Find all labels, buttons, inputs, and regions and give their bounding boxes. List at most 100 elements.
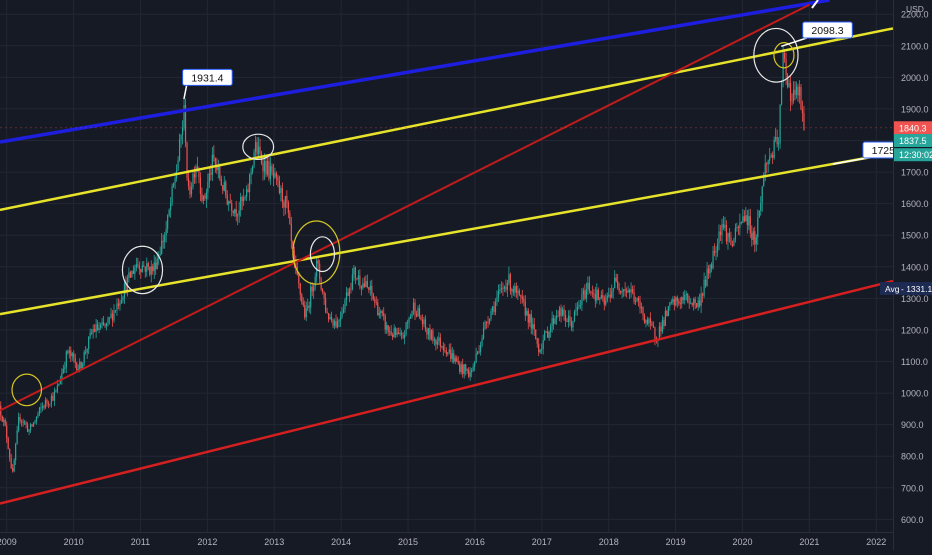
candle-body: [217, 166, 219, 171]
candle-body: [505, 286, 507, 290]
candle-body: [448, 349, 450, 353]
candle-body: [73, 353, 75, 359]
candle-body: [37, 413, 39, 417]
callout-pointer-offscreen: [811, 0, 819, 9]
candle-body: [86, 348, 88, 353]
candle-body: [170, 203, 172, 210]
candle-body: [111, 313, 114, 321]
candle-body: [85, 351, 87, 353]
candle-body: [739, 222, 741, 229]
candle-body: [384, 316, 386, 330]
candle-body: [380, 311, 382, 313]
candle-body: [366, 280, 368, 288]
candle-body: [50, 396, 53, 404]
candle-body: [299, 283, 301, 295]
candle-body: [147, 263, 149, 267]
candle-body: [311, 286, 313, 292]
candle-body: [244, 196, 246, 198]
candle-body: [710, 264, 713, 269]
candle-body: [356, 278, 358, 280]
candle-body: [652, 325, 655, 328]
candle-body: [61, 372, 63, 381]
candle-body: [585, 289, 587, 299]
candle-body: [545, 331, 547, 333]
candle-body: [88, 336, 90, 349]
candle-body: [274, 173, 276, 178]
candle-body: [277, 176, 279, 181]
candle-body: [503, 286, 506, 289]
candle-body: [97, 324, 99, 330]
trend-line: [0, 279, 893, 505]
candle-body: [144, 266, 146, 272]
candle-body: [481, 338, 483, 345]
candle-body: [223, 182, 225, 191]
candle-body: [104, 324, 106, 327]
candle-body: [284, 195, 286, 208]
candle-body: [707, 268, 710, 274]
candle-body: [536, 338, 538, 344]
candle-body: [59, 380, 61, 385]
callout-annotation: 2098.3: [781, 21, 853, 48]
candle-body: [427, 327, 430, 335]
candle-body: [418, 308, 421, 317]
candle-body: [484, 322, 486, 328]
candle-body: [240, 196, 242, 211]
candle-body: [588, 282, 590, 292]
candle-body: [141, 265, 143, 273]
candle-body: [99, 324, 102, 329]
candle-body: [98, 328, 100, 330]
candle-body: [761, 186, 763, 203]
candle-body: [716, 243, 719, 252]
candle-body: [411, 311, 413, 317]
candle-body: [76, 362, 78, 371]
candle-body: [584, 290, 586, 299]
candle-body: [177, 160, 179, 171]
candle-body: [389, 331, 391, 333]
highlight-circle: [753, 27, 799, 83]
candle-body: [56, 385, 58, 392]
candle-body: [9, 449, 11, 458]
candle-body: [34, 420, 36, 423]
candle-body: [201, 193, 203, 201]
candle-body: [469, 372, 471, 377]
candle-body: [705, 279, 707, 286]
candle-body: [146, 263, 148, 272]
highlight-circle: [11, 373, 43, 407]
candle-body: [193, 173, 196, 178]
candle-body: [47, 403, 50, 405]
candle-body: [795, 86, 798, 95]
candle-body: [736, 227, 738, 229]
candle-body: [767, 160, 769, 164]
candle-body: [479, 344, 482, 352]
candle-body: [243, 197, 245, 202]
price-tag-label: 1837.5: [899, 136, 927, 146]
callout-box: [182, 68, 233, 86]
candle-body: [40, 407, 42, 409]
candle-body: [541, 349, 543, 350]
candle-body: [560, 307, 562, 316]
candle-body: [32, 422, 35, 427]
candle-body: [123, 283, 126, 298]
price-tick-label: 1300.0: [901, 294, 929, 304]
candle-body: [567, 315, 570, 323]
candle-body: [555, 316, 558, 319]
candle-body: [275, 173, 278, 177]
candle-body: [472, 366, 474, 371]
candle-body: [786, 75, 789, 87]
time-tick-label: 2010: [64, 537, 84, 547]
candle-body: [502, 288, 504, 290]
time-tick-label: 2017: [532, 537, 552, 547]
candle-body: [792, 89, 795, 101]
candle-body: [129, 272, 131, 278]
price-tag: 1837.5: [894, 133, 932, 147]
candle-body: [529, 314, 531, 323]
candle-body: [102, 322, 105, 325]
candle-body: [365, 280, 367, 288]
candle-body: [587, 282, 589, 290]
candle-body: [159, 254, 161, 256]
candle-body: [272, 171, 275, 178]
candle-body: [268, 161, 270, 179]
candle-body: [783, 52, 786, 59]
candle-body: [633, 292, 635, 302]
candle-body: [326, 311, 328, 313]
